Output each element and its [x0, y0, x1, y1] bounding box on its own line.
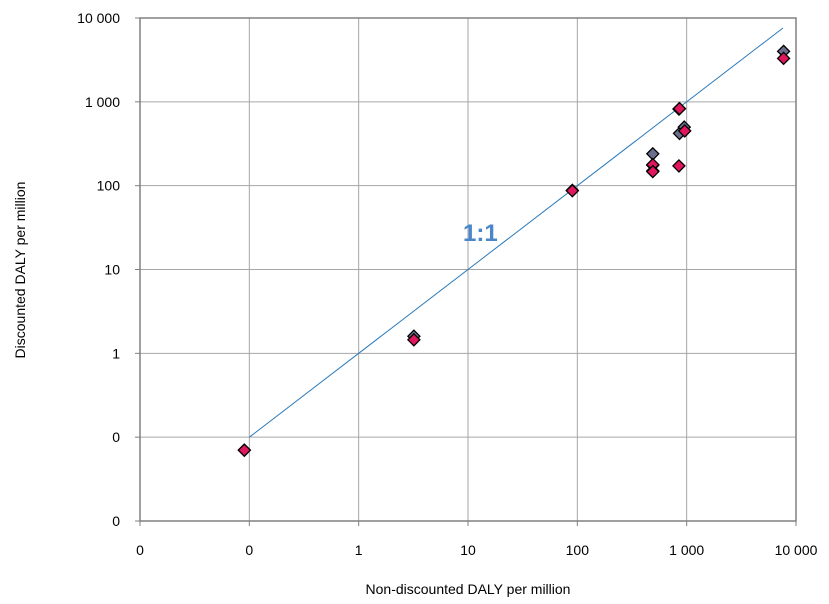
- x-tick-label: 0: [136, 542, 144, 558]
- y-tick-label: 1 000: [85, 94, 120, 110]
- y-axis-title: Discounted DALY per million: [12, 182, 28, 359]
- one-to-one-label: 1:1: [463, 220, 498, 247]
- y-tick-label: 10: [104, 262, 120, 278]
- x-tick-label: 0: [245, 542, 253, 558]
- y-tick-labels: 0 0 1 10 100 1 000 10 000: [77, 10, 140, 529]
- y-tick-label: 1: [112, 345, 120, 361]
- series-2-point-7: [677, 123, 692, 138]
- x-tick-label: 1 000: [669, 542, 704, 558]
- y-tick-label: 100: [97, 178, 121, 194]
- x-tick-label: 10: [460, 542, 476, 558]
- series-2-point-4: [645, 164, 660, 179]
- series-2-point-2: [565, 183, 580, 198]
- y-tick-label: 0: [112, 429, 120, 445]
- x-tick-label: 100: [566, 542, 590, 558]
- x-tick-label: 10 000: [775, 542, 818, 558]
- x-axis-title: Non-discounted DALY per million: [366, 581, 571, 597]
- series-2-point-6: [672, 101, 687, 116]
- x-tick-labels: 0 0 1 10 100 1 000 10 000: [136, 521, 818, 558]
- series-2-point-1: [406, 332, 421, 347]
- reference-line-group: 1:1: [249, 27, 784, 438]
- x-tick-label: 1: [355, 542, 363, 558]
- series-2-point-8: [776, 51, 791, 66]
- series-2-point-0: [237, 443, 252, 458]
- data-points: [237, 44, 791, 458]
- y-tick-label: 0: [112, 513, 120, 529]
- y-tick-label: 10 000: [77, 10, 120, 26]
- one-to-one-line: [249, 27, 784, 438]
- series-2-point-5: [672, 159, 686, 173]
